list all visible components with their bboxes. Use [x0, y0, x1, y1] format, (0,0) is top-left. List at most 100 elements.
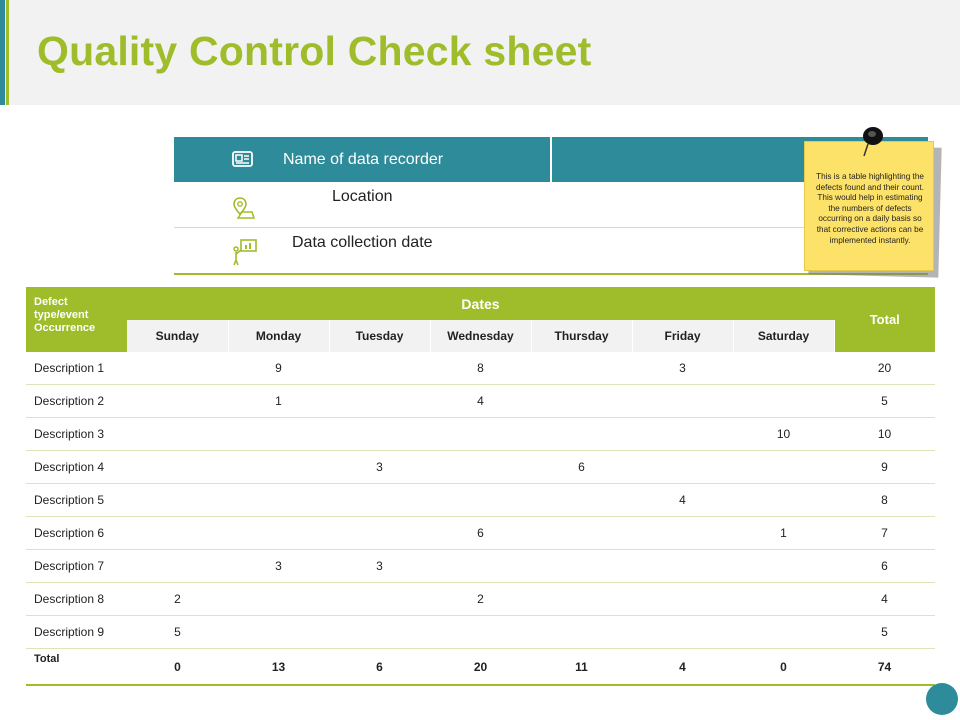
row-total: 9: [834, 450, 935, 484]
count-cell: [531, 615, 632, 649]
count-cell: 1: [228, 384, 329, 418]
row-total: 6: [834, 549, 935, 583]
day-header: Tuesday: [329, 320, 431, 352]
count-cell: [127, 450, 228, 484]
count-cell: 6: [430, 516, 531, 550]
count-cell: 4: [430, 384, 531, 418]
table-row: Description 1 9 8 3 20: [26, 352, 935, 385]
row-description: Description 7: [26, 549, 127, 583]
row-total: 5: [834, 615, 935, 649]
count-cell: [329, 417, 430, 451]
day-header: Friday: [632, 320, 734, 352]
count-cell: [430, 417, 531, 451]
row-description: Description 6: [26, 516, 127, 550]
presenter-chart-icon: [232, 238, 258, 271]
count-cell: [228, 417, 329, 451]
count-cell: [430, 450, 531, 484]
count-cell: [733, 483, 834, 517]
count-cell: [632, 450, 733, 484]
count-cell: 3: [632, 352, 733, 385]
row-total: 20: [834, 352, 935, 385]
count-cell: [531, 417, 632, 451]
count-cell: 11: [531, 648, 632, 686]
accent-bar-green: [6, 0, 9, 105]
count-cell: [127, 549, 228, 583]
accent-bar-teal: [0, 0, 5, 105]
count-cell: 0: [127, 648, 228, 686]
count-cell: [632, 516, 733, 550]
count-cell: [127, 516, 228, 550]
count-cell: [329, 582, 430, 616]
info-table: Name of data recorder Location Data coll…: [174, 137, 928, 274]
count-cell: 8: [430, 352, 531, 385]
total-header: Total: [834, 287, 935, 352]
info-divider: [550, 137, 552, 182]
count-cell: [632, 417, 733, 451]
count-cell: [430, 549, 531, 583]
nav-circle-button[interactable]: [926, 683, 958, 715]
count-cell: [733, 450, 834, 484]
count-cell: [531, 352, 632, 385]
count-cell: 0: [733, 648, 834, 686]
count-cell: [531, 582, 632, 616]
day-header: Monday: [228, 320, 330, 352]
note-text: This is a table highlighting the defects…: [816, 172, 924, 245]
count-cell: 4: [632, 648, 733, 686]
page-title: Quality Control Check sheet: [37, 28, 592, 74]
count-cell: [632, 582, 733, 616]
count-cell: 20: [430, 648, 531, 686]
count-cell: 9: [228, 352, 329, 385]
count-cell: [733, 549, 834, 583]
count-cell: [632, 549, 733, 583]
recorder-row: Name of data recorder: [174, 137, 928, 182]
count-cell: 2: [127, 582, 228, 616]
row-total: 74: [834, 648, 935, 686]
header-band: [0, 0, 960, 105]
table-row: Description 2 1 4 5: [26, 384, 935, 418]
count-cell: [329, 483, 430, 517]
count-cell: [531, 483, 632, 517]
count-cell: [127, 384, 228, 418]
count-cell: 3: [329, 450, 430, 484]
map-pin-icon: [232, 196, 256, 225]
count-cell: [127, 417, 228, 451]
count-cell: [228, 582, 329, 616]
row-description: Description 3: [26, 417, 127, 451]
dates-header: Dates: [127, 287, 834, 320]
row-description: Total: [26, 648, 127, 686]
count-cell: 6: [329, 648, 430, 686]
recorder-label: Name of data recorder: [283, 151, 444, 168]
count-cell: 13: [228, 648, 329, 686]
location-label: Location: [332, 188, 393, 205]
count-cell: [329, 615, 430, 649]
count-cell: [329, 516, 430, 550]
count-cell: [632, 615, 733, 649]
count-cell: [228, 483, 329, 517]
row-description: Description 5: [26, 483, 127, 517]
check-sheet-table: Defect type/event Occurrence Dates Total…: [26, 287, 935, 686]
count-cell: [228, 516, 329, 550]
count-cell: [127, 352, 228, 385]
defect-header: Defect type/event Occurrence: [26, 287, 127, 352]
row-total: 4: [834, 582, 935, 616]
count-cell: [531, 516, 632, 550]
day-header: Wednesday: [430, 320, 532, 352]
id-card-icon: [232, 150, 254, 173]
count-cell: [329, 384, 430, 418]
sticky-note: This is a table highlighting the defects…: [804, 141, 934, 271]
count-cell: [329, 352, 430, 385]
count-cell: [430, 483, 531, 517]
row-description: Description 2: [26, 384, 127, 418]
day-header: Sunday: [127, 320, 229, 352]
info-bottom-line: [174, 273, 928, 275]
count-cell: [228, 450, 329, 484]
count-cell: [531, 549, 632, 583]
date-label: Data collection date: [292, 234, 433, 251]
table-row: Description 4 3 6 9: [26, 450, 935, 484]
row-description: Description 8: [26, 582, 127, 616]
count-cell: 10: [733, 417, 834, 451]
